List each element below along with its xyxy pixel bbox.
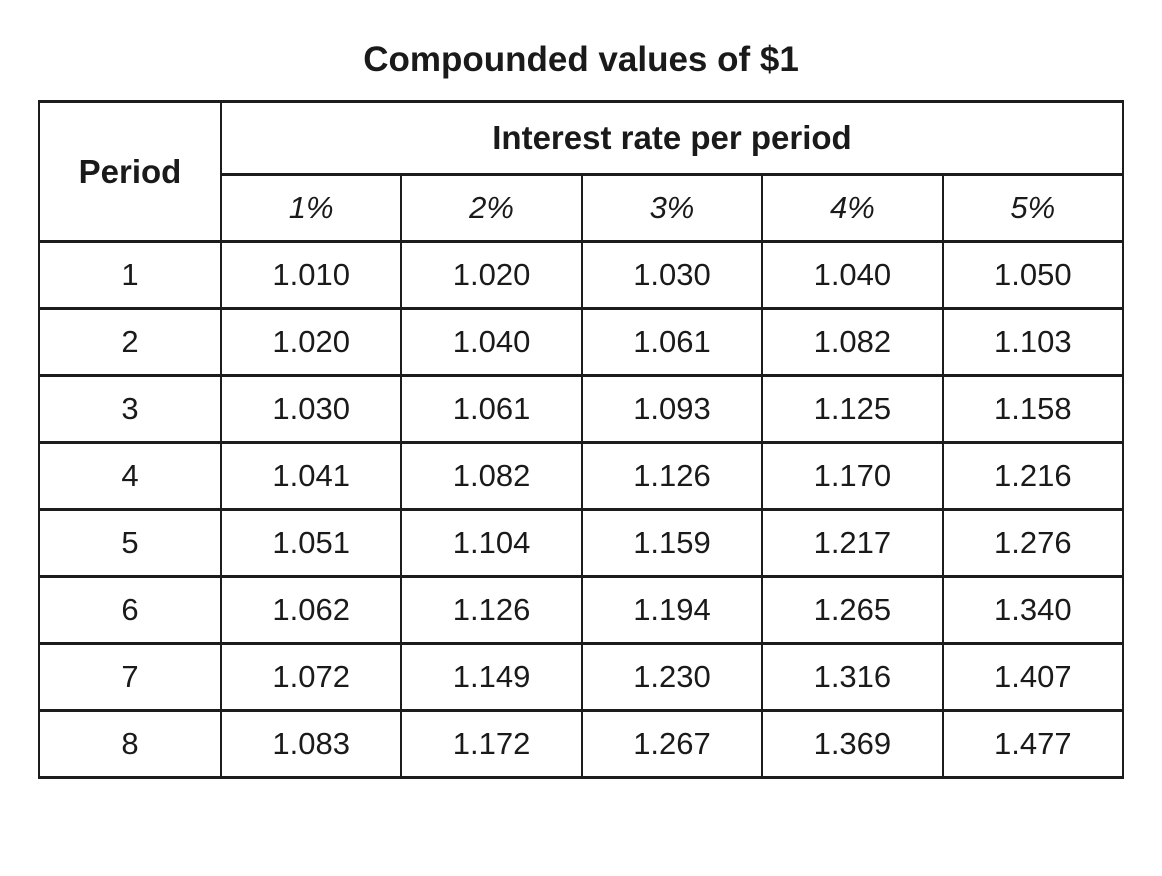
- table-row: 2 1.020 1.040 1.061 1.082 1.103: [38, 307, 1125, 377]
- value-cell: 1.170: [761, 441, 944, 511]
- rate-column-header: 2%: [400, 173, 583, 243]
- value-cell: 1.051: [219, 508, 403, 578]
- value-cell: 1.126: [580, 441, 764, 511]
- value-cell: 1.050: [941, 240, 1125, 310]
- value-cell: 1.265: [761, 575, 944, 645]
- value-cell: 1.149: [400, 642, 583, 712]
- interest-rate-group-header: Interest rate per period: [220, 100, 1124, 176]
- period-cell: 8: [38, 709, 222, 779]
- value-cell: 1.020: [400, 240, 583, 310]
- value-cell: 1.030: [580, 240, 764, 310]
- table-body: 1 1.010 1.020 1.030 1.040 1.050 2 1.020 1.040 1.0…: [38, 240, 1125, 779]
- value-cell: 1.216: [941, 441, 1125, 511]
- table-row: 8 1.083 1.172 1.267 1.369 1.477: [38, 709, 1125, 779]
- value-cell: 1.340: [941, 575, 1125, 645]
- rate-column-header: 5%: [941, 173, 1125, 243]
- value-cell: 1.276: [941, 508, 1125, 578]
- value-cell: 1.103: [941, 307, 1125, 377]
- rate-column-header: 4%: [761, 173, 944, 243]
- period-cell: 2: [38, 307, 222, 377]
- value-cell: 1.217: [761, 508, 944, 578]
- value-cell: 1.061: [580, 307, 764, 377]
- table-row: 4 1.041 1.082 1.126 1.170 1.216: [38, 441, 1125, 511]
- value-cell: 1.082: [400, 441, 583, 511]
- value-cell: 1.172: [400, 709, 583, 779]
- value-cell: 1.040: [400, 307, 583, 377]
- period-cell: 7: [38, 642, 222, 712]
- group-header-row: Period Interest rate per period: [38, 100, 1124, 243]
- value-cell: 1.126: [400, 575, 583, 645]
- value-cell: 1.267: [580, 709, 764, 779]
- value-cell: 1.230: [580, 642, 764, 712]
- value-cell: 1.083: [219, 709, 403, 779]
- table-row: 5 1.051 1.104 1.159 1.217 1.276: [38, 508, 1125, 578]
- value-cell: 1.104: [400, 508, 583, 578]
- rate-column-header: 1%: [219, 173, 403, 243]
- period-cell: 5: [38, 508, 222, 578]
- value-cell: 1.030: [219, 374, 403, 444]
- table-row: 3 1.030 1.061 1.093 1.125 1.158: [38, 374, 1125, 444]
- value-cell: 1.477: [941, 709, 1125, 779]
- value-cell: 1.159: [580, 508, 764, 578]
- period-column-header: Period: [38, 100, 222, 243]
- value-cell: 1.041: [219, 441, 403, 511]
- table-row: 7 1.072 1.149 1.230 1.316 1.407: [38, 642, 1125, 712]
- rate-column-header: 3%: [580, 173, 764, 243]
- table-row: 6 1.062 1.126 1.194 1.265 1.340: [38, 575, 1125, 645]
- table-row: 1 1.010 1.020 1.030 1.040 1.050: [38, 240, 1125, 310]
- rate-header-row: 1% 2% 3% 4% 5%: [39, 173, 1125, 243]
- value-cell: 1.407: [941, 642, 1125, 712]
- compound-values-table: Period Interest rate per period 1% 2% 3% 4%…: [38, 100, 1125, 779]
- value-cell: 1.020: [219, 307, 403, 377]
- period-cell: 3: [38, 374, 222, 444]
- period-cell: 1: [38, 240, 222, 310]
- value-cell: 1.158: [941, 374, 1125, 444]
- value-cell: 1.040: [761, 240, 944, 310]
- value-cell: 1.061: [400, 374, 583, 444]
- value-cell: 1.369: [761, 709, 944, 779]
- table-header: Period Interest rate per period 1% 2% 3% 4%…: [38, 100, 1125, 243]
- value-cell: 1.072: [219, 642, 403, 712]
- period-cell: 6: [38, 575, 222, 645]
- value-cell: 1.316: [761, 642, 944, 712]
- period-cell: 4: [38, 441, 222, 511]
- value-cell: 1.010: [219, 240, 403, 310]
- page-title: Compounded values of $1: [363, 40, 799, 79]
- value-cell: 1.062: [219, 575, 403, 645]
- value-cell: 1.082: [761, 307, 944, 377]
- value-cell: 1.194: [580, 575, 764, 645]
- value-cell: 1.125: [761, 374, 944, 444]
- value-cell: 1.093: [580, 374, 764, 444]
